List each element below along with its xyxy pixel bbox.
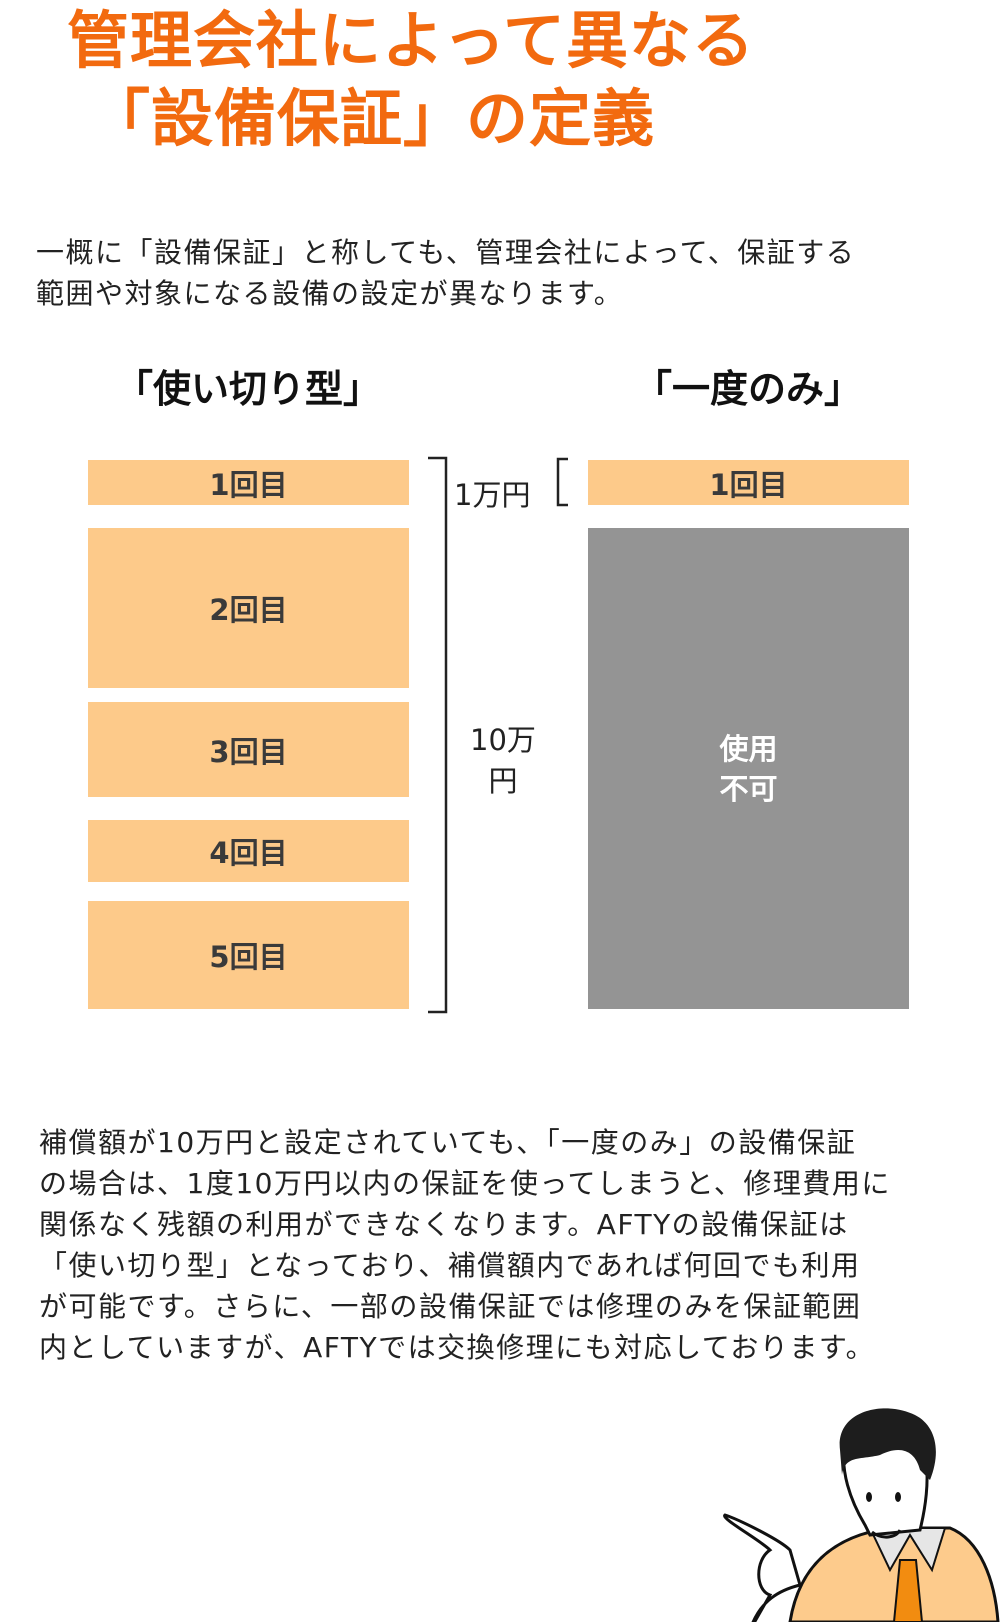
unusable-line1: 使用 bbox=[719, 731, 778, 766]
body-line: 「使い切り型」となっており、補償額内であれば何回でも利用 bbox=[39, 1249, 861, 1282]
right-box-1: 1回目 bbox=[588, 460, 909, 505]
unusable-line2: 不可 bbox=[719, 771, 778, 806]
brackets bbox=[428, 456, 568, 1014]
body-line: 内としていますが、AFTYでは交換修理にも対応しております。 bbox=[39, 1331, 876, 1364]
body-paragraph: 補償額が10万円と設定されていても、「一度のみ」の設備保証 の場合は、1度10万… bbox=[39, 1122, 891, 1368]
left-box-1: 1回目 bbox=[88, 460, 409, 505]
left-box-5: 5回目 bbox=[88, 901, 409, 1009]
body-line: 関係なく残額の利用ができなくなります。AFTYの設備保証は bbox=[39, 1208, 849, 1241]
unusable-box: 使用 不可 bbox=[588, 528, 909, 1009]
businessman-pointing-icon bbox=[723, 1408, 1000, 1622]
left-box-3: 3回目 bbox=[88, 702, 409, 797]
left-box-4: 4回目 bbox=[88, 820, 409, 882]
body-line: 補償額が10万円と設定されていても、「一度のみ」の設備保証 bbox=[39, 1126, 857, 1159]
intro-paragraph: 一概に「設備保証」と称しても、管理会社によって、保証する 範囲や対象になる設備の… bbox=[36, 232, 855, 314]
intro-line: 一概に「設備保証」と称しても、管理会社によって、保証する bbox=[36, 236, 856, 269]
total-bracket bbox=[428, 456, 448, 1014]
left-heading: 「使い切り型」 bbox=[114, 367, 382, 411]
page-title-line1: 管理会社によって異なる bbox=[67, 4, 756, 77]
left-box-2: 2回目 bbox=[88, 528, 409, 688]
page-title-line2: 「設備保証」の定義 bbox=[88, 82, 656, 155]
amount-small: 1万円 bbox=[454, 478, 531, 512]
amount-total: 10万 円 bbox=[470, 720, 536, 802]
body-line: の場合は、1度10万円以内の保証を使ってしまうと、修理費用に bbox=[39, 1167, 891, 1200]
small-bracket bbox=[556, 457, 568, 507]
right-heading: 「一度のみ」 bbox=[633, 367, 863, 411]
amount-total-line2: 円 bbox=[488, 764, 518, 798]
body-line: が可能です。さらに、一部の設備保証では修理のみを保証範囲 bbox=[39, 1290, 862, 1323]
amount-total-line1: 10万 bbox=[470, 723, 536, 757]
intro-line: 範囲や対象になる設備の設定が異なります。 bbox=[36, 277, 624, 310]
